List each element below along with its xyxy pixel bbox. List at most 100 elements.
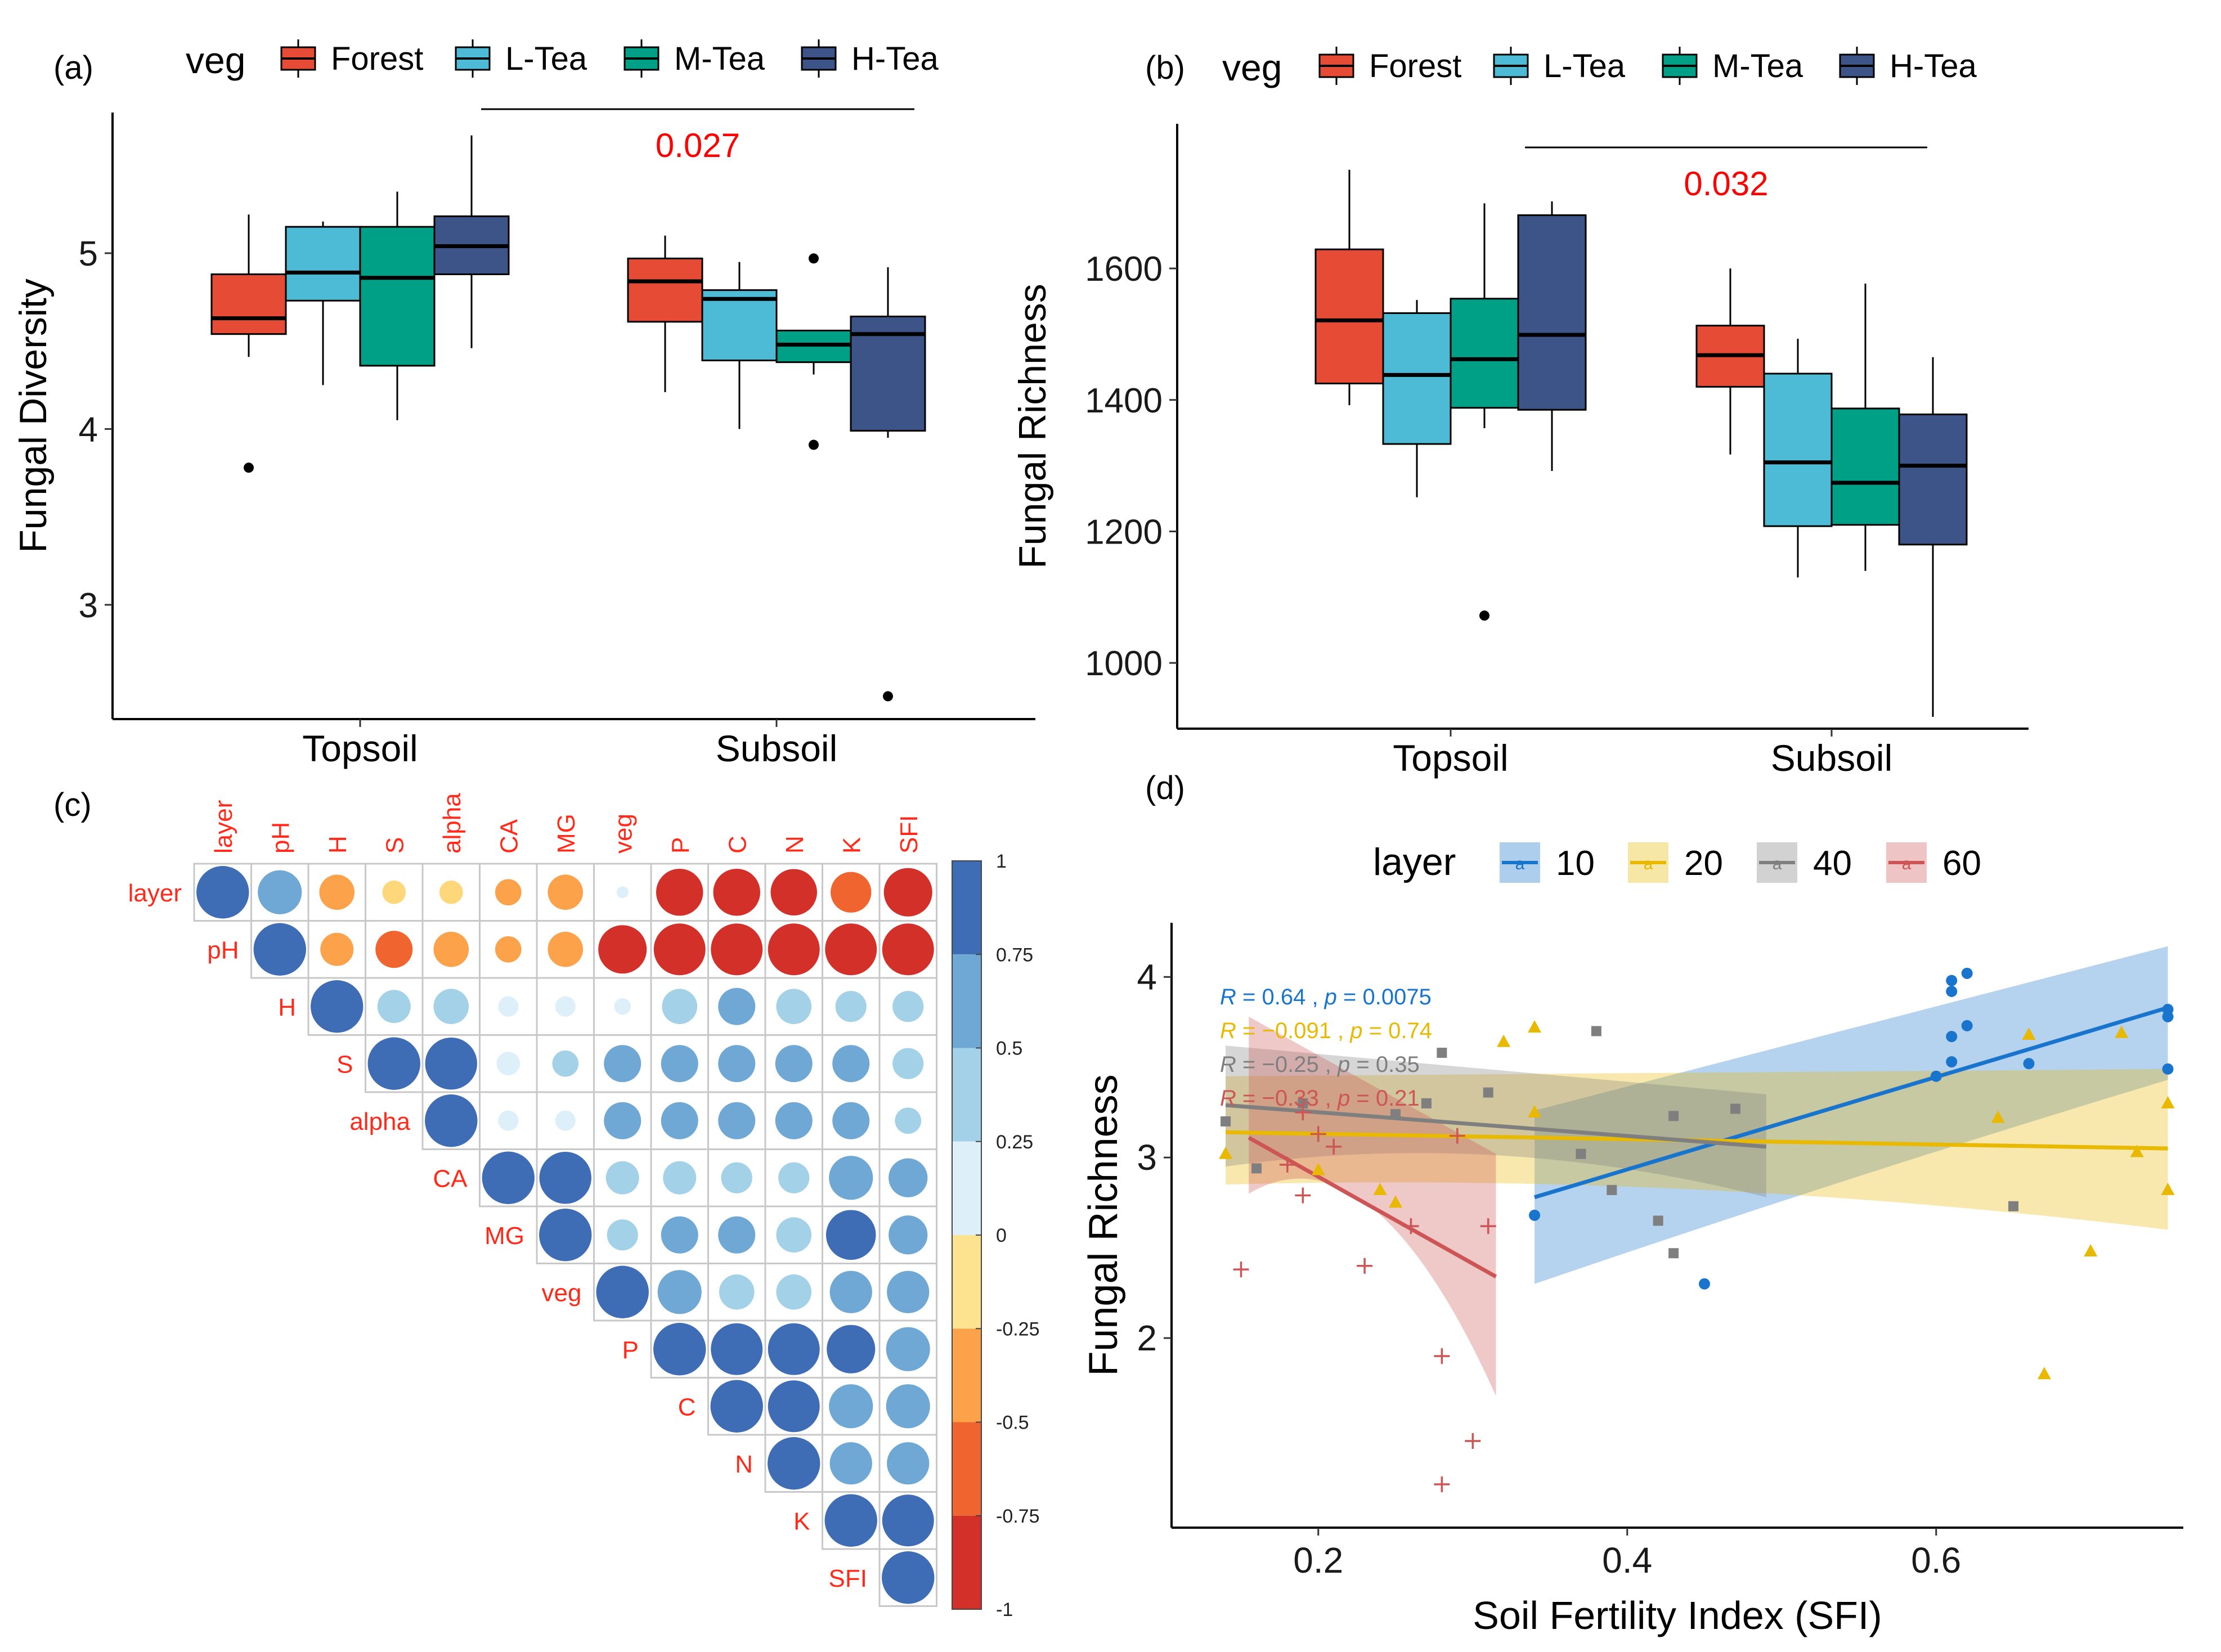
corr-circle-h-veg [614,998,631,1015]
stat-annotation-layer-20: R = −0.091 , p = 0.74 [1220,1018,1432,1043]
y-tick-label: 4 [1137,957,1157,997]
corr-circle-ph-h [320,932,354,966]
corr-circle-ph-k [825,923,877,976]
corr-circle-ph-alpha [433,931,469,967]
corr-circle-c-sfi [886,1384,930,1429]
colorbar-tick-label: -0.5 [996,1412,1029,1434]
corr-circle-k-sfi [882,1494,934,1547]
point-layer-20 [1497,1034,1511,1047]
significance-pvalue: 0.027 [656,127,740,164]
corr-col-label-veg: veg [609,814,637,854]
corr-circle-h-alpha [433,989,469,1025]
colorbar-segment [952,1328,981,1422]
colorbar-segment [952,1422,981,1516]
box-body [1898,413,1968,546]
corr-circle-veg-sfi [887,1271,930,1313]
corr-row-label-s: S [336,1051,353,1078]
corr-col-label-alpha: alpha [438,793,466,854]
box-subsoil-m-tea [1830,283,1900,571]
legend-label-m-tea: M-Tea [674,41,765,77]
corr-circle-s-n [775,1045,813,1083]
colorbar-segment [952,861,981,955]
corr-circle-c-c [710,1380,763,1433]
point-layer-20 [2084,1244,2098,1257]
panel-label-b: (b) [1145,50,1185,86]
panel-label-a: (a) [53,50,93,86]
corr-row-label-ca: CA [433,1165,468,1192]
x-tick-label-topsoil: Topsoil [302,728,418,769]
corr-circle-n-k [829,1442,872,1485]
corr-circle-ph-p [653,923,706,976]
point-layer-60 [1295,1187,1311,1204]
corr-col-label-sfi: SFI [895,815,923,854]
point-layer-20 [2022,1027,2036,1040]
point-layer-20 [1528,1105,1542,1117]
fit-line-layer-40 [1225,1103,1767,1149]
corr-circle-ph-veg [598,925,647,974]
y-axis-title: Fungal Richness [1011,284,1054,568]
y-tick-label: 3 [1137,1137,1157,1178]
point-layer-40 [1390,1109,1401,1120]
corr-circle-veg-k [829,1271,872,1313]
box-body [1517,214,1587,411]
corr-circle-layer-h [319,874,355,910]
corr-circle-s-alpha [425,1038,477,1090]
corr-col-label-c: C [724,836,751,854]
corr-circle-ca-sfi [889,1158,928,1197]
y-axis-title: Fungal Richness [1081,1074,1126,1376]
corr-circle-ph-n [768,923,820,976]
corr-row-label-layer: layer [128,879,182,907]
corr-circle-mg-veg [607,1219,638,1251]
box-subsoil-l-tea [701,262,778,429]
point-layer-20 [1991,1110,2005,1123]
point-layer-10 [1930,1070,1942,1082]
corr-col-label-s: S [381,837,409,854]
point-layer-40 [1730,1103,1740,1114]
box-body [1382,312,1452,445]
corr-row-label-mg: MG [484,1222,524,1250]
point-layer-40 [2008,1201,2019,1211]
significance-pvalue: 0.032 [1684,165,1768,203]
box-body [1763,372,1833,527]
y-tick-label: 1600 [1085,250,1163,289]
point-layer-10 [1946,1031,1958,1043]
outlier-point [883,691,893,702]
colorbar-segment [952,1515,981,1609]
colorbar-tick-label: -1 [996,1599,1013,1620]
colorbar-segment [952,1141,981,1235]
outlier-point [1479,610,1489,621]
corr-col-label-p: P [667,837,694,854]
corr-circle-alpha-sfi [895,1107,922,1134]
fit-line-layer-10 [1534,1005,2169,1200]
corr-circle-layer-p [656,868,703,916]
confidence-band-layer-10 [1534,946,2168,1284]
box-body [359,226,436,367]
point-layer-20 [1389,1195,1403,1208]
fit-line-layer-60 [1248,1135,1497,1279]
point-layer-20 [2037,1367,2051,1380]
legend-label-layer-10: 10 [1556,844,1595,883]
corr-circle-layer-k [831,872,872,913]
corr-circle-h-ca [498,996,519,1017]
panel-a-boxplot-diversity: veg Forest L-Tea M-Tea H-Tea 3 4 5 Fungal Divers… [12,39,1035,769]
x-axis-title: Soil Fertility Index (SFI) [1473,1593,1882,1637]
corr-circle-mg-n [776,1217,812,1253]
point-layer-40 [1668,1111,1679,1121]
corr-circle-ca-ca [482,1151,535,1204]
corr-col-label-ca: CA [495,819,523,854]
box-topsoil-h-tea [433,135,510,348]
point-layer-60 [1357,1258,1373,1274]
corr-circle-layer-layer [196,866,249,919]
corr-circle-s-s [367,1037,420,1090]
corr-circle-p-c [711,1323,763,1375]
corr-circle-layer-s [382,880,406,904]
corr-row-label-k: K [793,1507,810,1535]
box-body [701,289,778,362]
point-layer-60 [1279,1157,1295,1173]
corr-circle-c-n [768,1380,820,1433]
colorbar-tick-label: 0.5 [996,1038,1022,1060]
box-subsoil-m-tea [775,253,852,450]
legend-label-m-tea: M-Tea [1712,48,1803,84]
point-layer-20 [2161,1182,2175,1195]
